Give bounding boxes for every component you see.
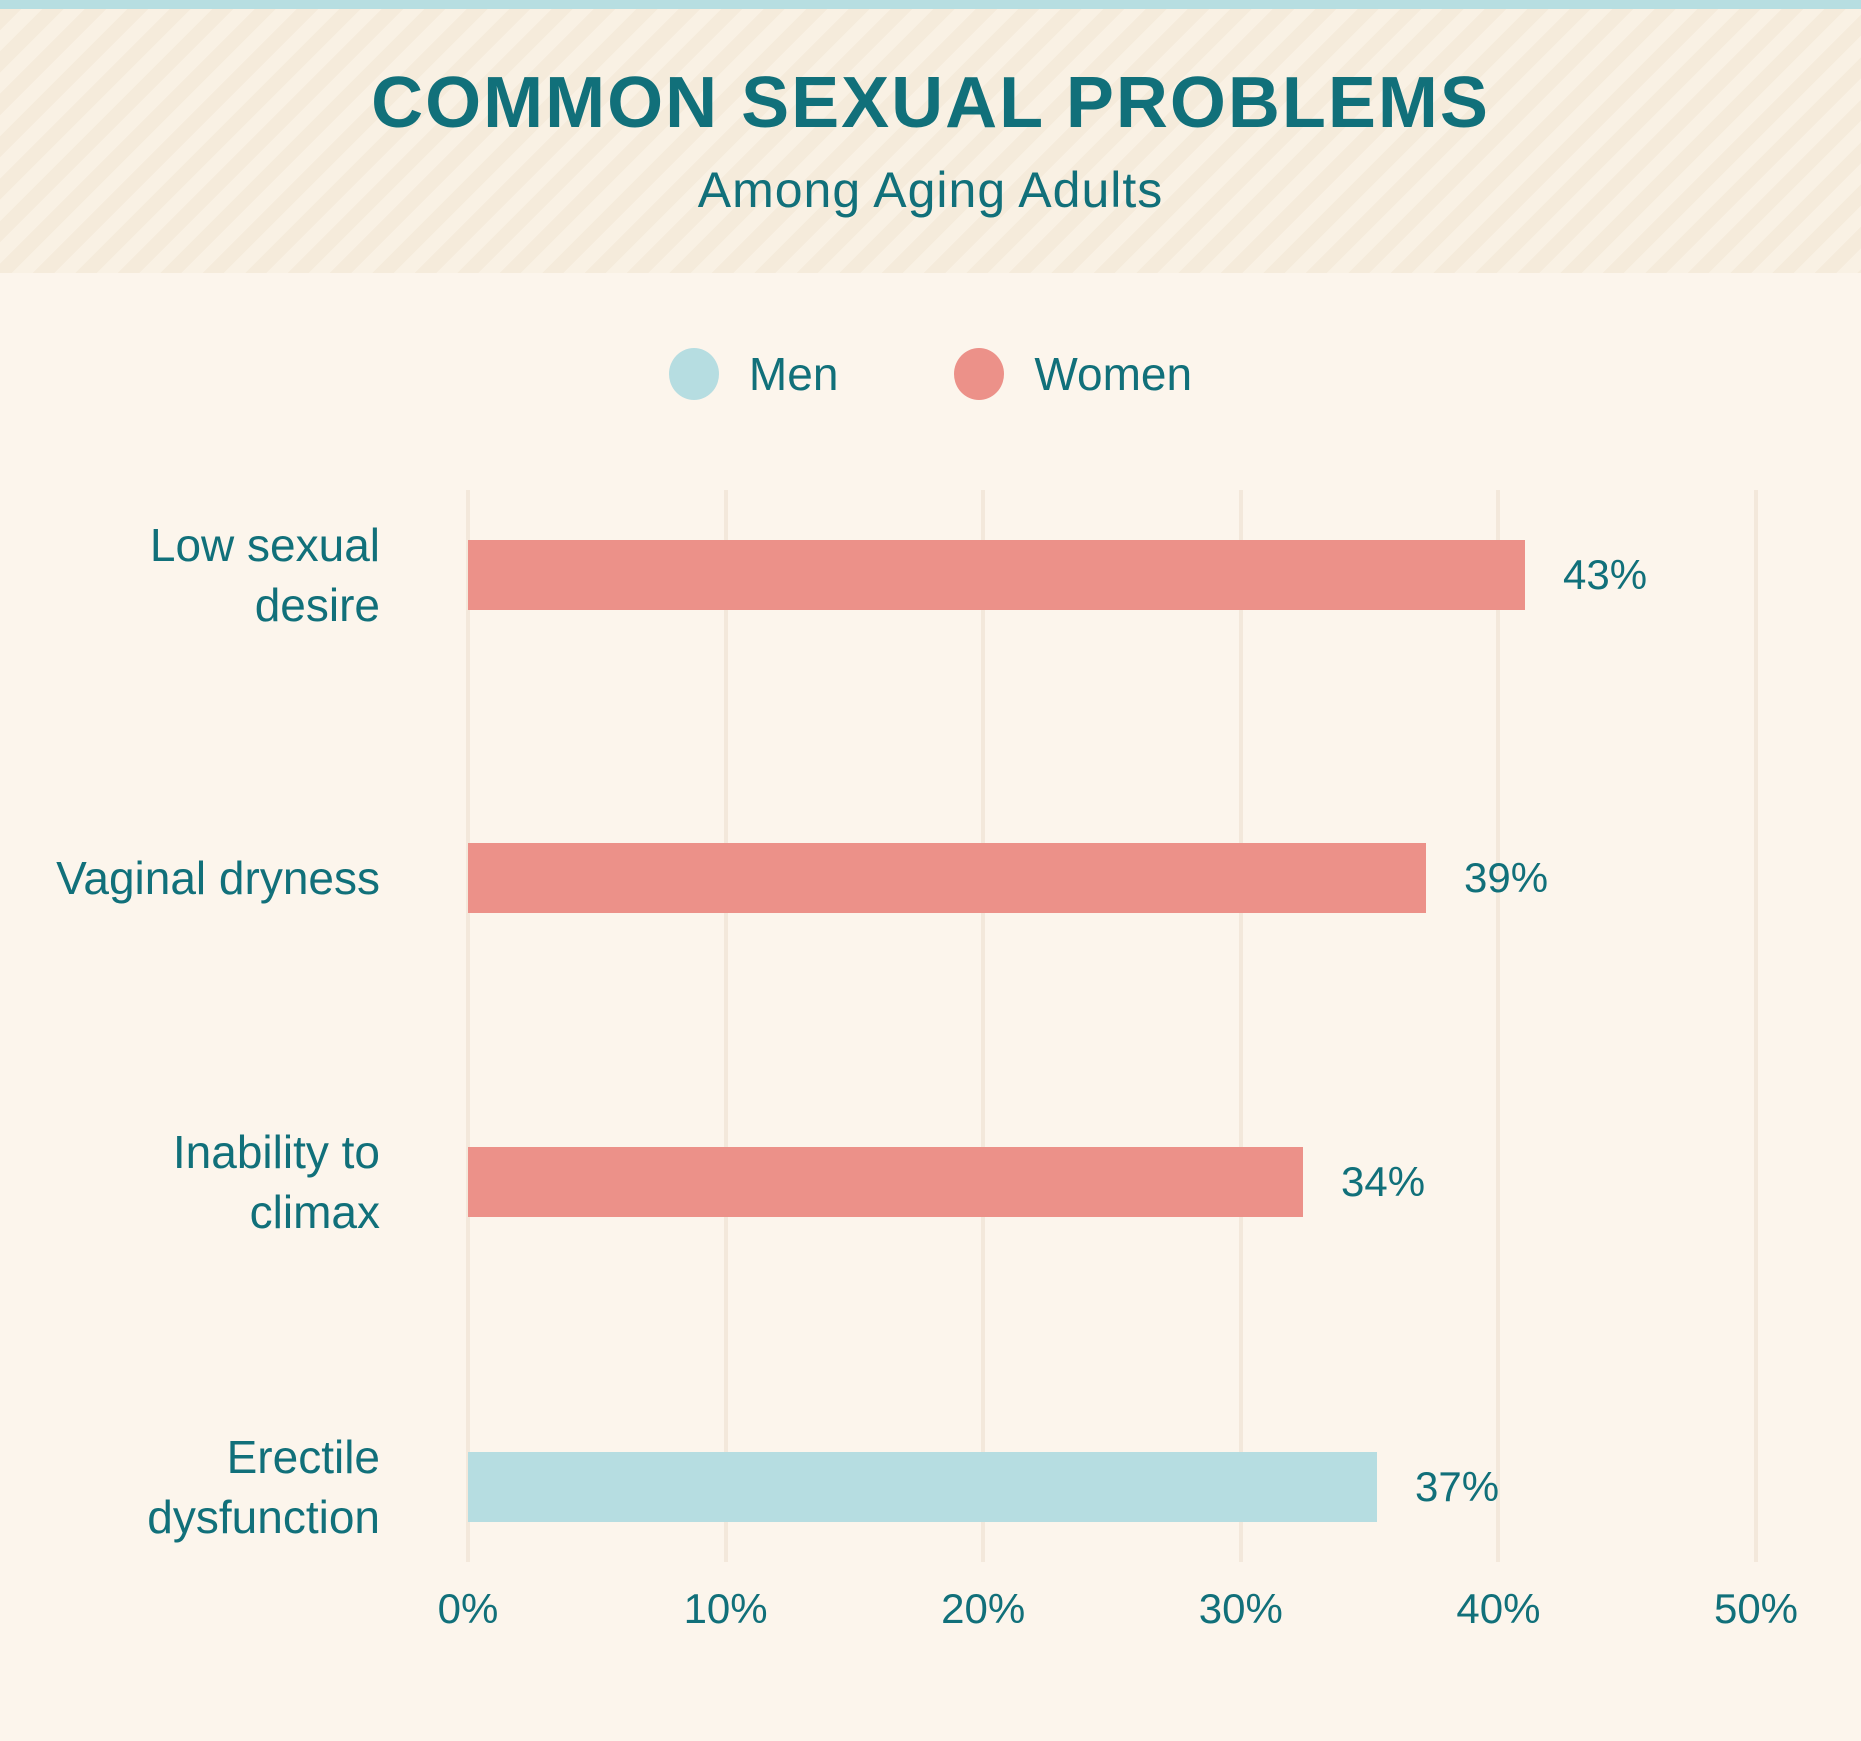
x-axis-tick-label: 30% (1198, 1585, 1283, 1632)
value-label: 43% (1563, 551, 1648, 598)
chart-subtitle: Among Aging Adults (697, 162, 1164, 218)
value-label: 37% (1415, 1463, 1500, 1510)
bar-women (468, 843, 1426, 913)
legend-label-men: Men (748, 348, 839, 400)
category-label: Low sexual desire (149, 519, 380, 631)
gridline (466, 490, 470, 1562)
chart-title: COMMON SEXUAL PROBLEMS (371, 63, 1490, 143)
gridline (1496, 490, 1501, 1562)
top-accent-bar (0, 0, 1861, 9)
gridline (723, 490, 728, 1562)
value-label: 39% (1464, 854, 1549, 901)
chart-legend: Men Women (0, 348, 1861, 400)
legend-item-women: Women (954, 348, 1192, 400)
x-axis-tick-label: 0% (437, 1585, 499, 1632)
value-label: 34% (1341, 1158, 1426, 1205)
legend-label-women: Women (1034, 348, 1193, 400)
x-axis-tick-label: 20% (941, 1585, 1026, 1632)
bar-women (468, 540, 1525, 610)
women-legend-dot-icon (954, 348, 1005, 400)
gridline (1754, 490, 1758, 1562)
category-label: Vaginal dryness (56, 852, 380, 904)
x-axis-tick-label: 50% (1713, 1585, 1799, 1632)
x-axis-tick-label: 40% (1456, 1585, 1541, 1632)
x-axis-tick-label: 10% (683, 1585, 768, 1632)
bar-men (468, 1452, 1377, 1522)
gridline (981, 490, 986, 1562)
category-label: Erectile dysfunction (147, 1431, 380, 1543)
gridline (1238, 490, 1243, 1562)
chart-header: COMMON SEXUAL PROBLEMS Among Aging Adult… (0, 9, 1861, 273)
bar-women (468, 1147, 1303, 1217)
legend-item-men: Men (668, 348, 839, 400)
men-legend-dot-icon (668, 348, 719, 400)
category-label: Inability to climax (172, 1126, 380, 1238)
